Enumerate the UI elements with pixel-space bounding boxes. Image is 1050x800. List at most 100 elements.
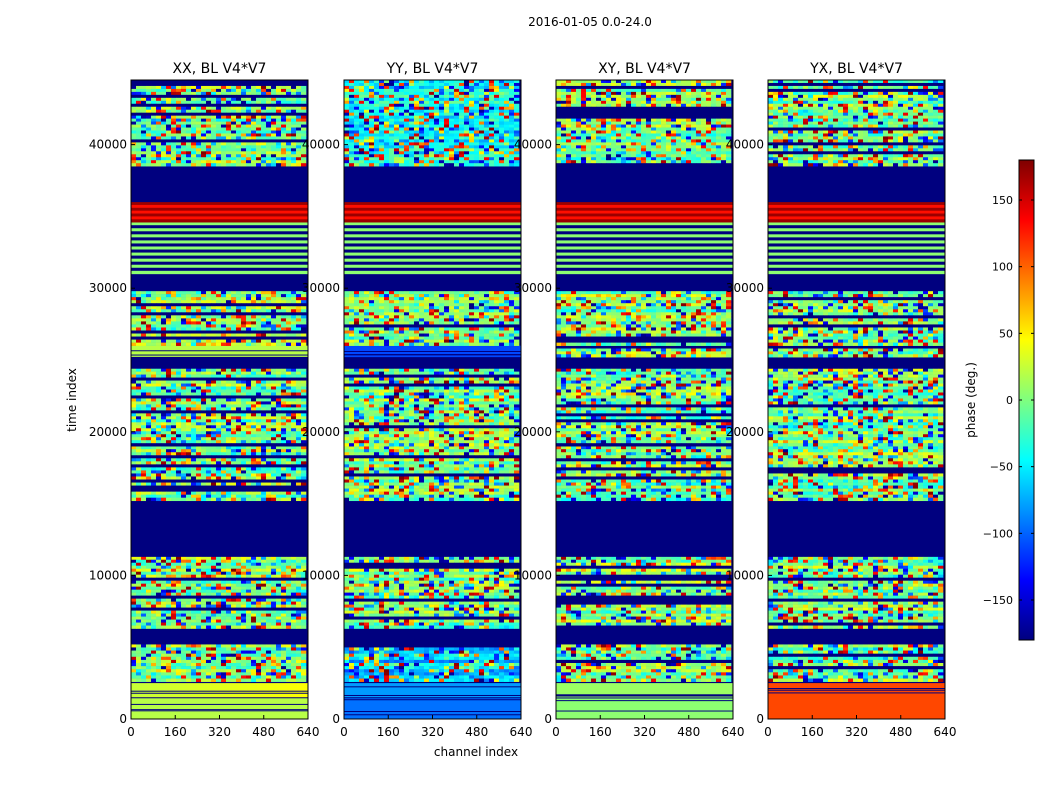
heatmap-cell	[291, 404, 296, 407]
heatmap-cell	[166, 608, 171, 611]
heatmap-cell	[196, 387, 201, 390]
heatmap-cell	[266, 563, 271, 566]
heatmap-cell	[271, 566, 276, 569]
heatmap-cell	[281, 425, 286, 428]
heatmap-cell	[151, 654, 156, 657]
heatmap-cell	[271, 584, 276, 587]
heatmap-cell	[136, 419, 141, 422]
heatmap-cell	[236, 372, 241, 375]
heatmap-cell	[156, 614, 161, 617]
heatmap-cell	[286, 416, 291, 419]
heatmap-cell	[171, 446, 176, 449]
heatmap-cell	[136, 369, 141, 372]
heatmap-cell	[211, 384, 216, 387]
heatmap-cell	[226, 679, 231, 682]
heatmap-cell	[171, 578, 176, 581]
heatmap-cell	[226, 384, 231, 387]
heatmap-cell	[261, 434, 266, 437]
heatmap-cell	[196, 498, 201, 501]
heatmap-cell	[226, 581, 231, 584]
heatmap-cell	[161, 492, 166, 495]
heatmap-cell	[201, 437, 206, 440]
heatmap-cell	[241, 679, 246, 682]
heatmap-cell	[156, 455, 161, 458]
heatmap-cell	[191, 381, 196, 384]
heatmap-cell	[291, 492, 296, 495]
heatmap-cell	[151, 596, 156, 599]
heatmap-cell	[136, 620, 141, 623]
heatmap-cell	[226, 644, 231, 647]
heatmap-cell	[281, 492, 286, 495]
heatmap-cell	[176, 378, 181, 381]
heatmap-cell	[266, 369, 271, 372]
heatmap-cell	[271, 398, 276, 401]
heatmap-cell	[186, 611, 191, 614]
heatmap-cell	[156, 419, 161, 422]
heatmap-cell	[166, 498, 171, 501]
heatmap-cell	[236, 581, 241, 584]
heatmap-cell	[216, 428, 221, 431]
heatmap-cell	[301, 651, 306, 654]
heatmap-cell	[281, 297, 286, 300]
heatmap-cell	[236, 294, 241, 297]
heatmap-cell	[271, 425, 276, 428]
heatmap-cell	[166, 651, 171, 654]
heatmap-cell	[231, 369, 236, 372]
heatmap-cell	[146, 375, 151, 378]
heatmap-cell	[191, 461, 196, 464]
heatmap-cell	[141, 569, 146, 572]
heatmap-cell	[301, 492, 306, 495]
heatmap-cell	[136, 572, 141, 575]
heatmap-cell	[291, 419, 296, 422]
heatmap-cell	[206, 675, 211, 678]
heatmap-cell	[151, 437, 156, 440]
heatmap-cell	[156, 464, 161, 467]
heatmap-cell	[136, 428, 141, 431]
heatmap-cell	[261, 476, 266, 479]
heatmap-cell	[276, 572, 281, 575]
heatmap-cell	[236, 401, 241, 404]
heatmap-cell	[211, 672, 216, 675]
heatmap-cell	[216, 647, 221, 650]
heatmap-cell	[226, 647, 231, 650]
heatmap-cell	[131, 489, 136, 492]
heatmap-cell	[186, 666, 191, 669]
heatmap-cell	[246, 623, 251, 626]
heatmap-cell	[151, 483, 156, 486]
heatmap-cell	[141, 557, 146, 560]
heatmap-cell	[211, 480, 216, 483]
heatmap-cell	[221, 617, 226, 620]
heatmap-cell	[256, 672, 261, 675]
panel-0: XX, BL V4*V70 160 320 480 640010000200003000…	[89, 61, 320, 739]
heatmap-cell	[146, 300, 151, 303]
heatmap-cell	[136, 297, 141, 300]
heatmap-cell	[301, 666, 306, 669]
heatmap-cell	[291, 390, 296, 393]
heatmap-cell	[226, 651, 231, 654]
heatmap-cell	[251, 440, 256, 443]
heatmap-cell	[171, 473, 176, 476]
heatmap-cell	[241, 461, 246, 464]
heatmap-cell	[151, 572, 156, 575]
heatmap-cell	[206, 483, 211, 486]
heatmap-cell	[191, 593, 196, 596]
heatmap-cell	[196, 410, 201, 413]
heatmap-cell	[241, 620, 246, 623]
heatmap-cell	[291, 407, 296, 410]
heatmap-cell	[166, 416, 171, 419]
heatmap-cell	[291, 584, 296, 587]
heatmap-cell	[221, 679, 226, 682]
heatmap-cell	[241, 392, 246, 395]
heatmap-cell	[246, 602, 251, 605]
heatmap-cell	[246, 483, 251, 486]
heatmap-cell	[131, 584, 136, 587]
heatmap-cell	[136, 443, 141, 446]
heatmap-cell	[221, 428, 226, 431]
heatmap-cell	[281, 449, 286, 452]
heatmap-cell	[201, 560, 206, 563]
heatmap-cell	[286, 651, 291, 654]
heatmap-cell	[211, 647, 216, 650]
heatmap-cell	[261, 369, 266, 372]
heatmap-cell	[266, 654, 271, 657]
heatmap-cell	[276, 467, 281, 470]
